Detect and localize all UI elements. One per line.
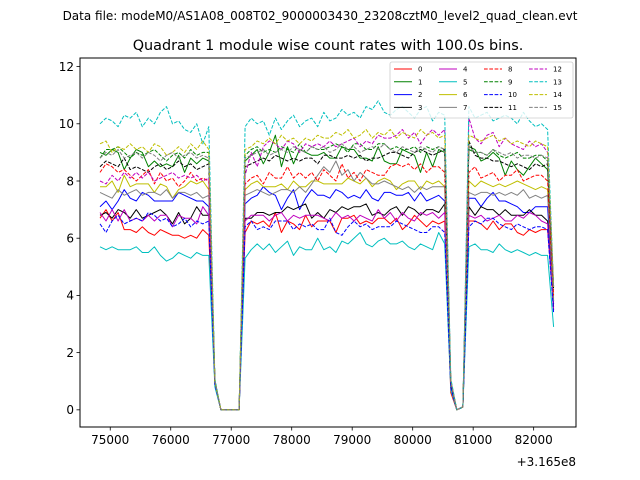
- legend-label-3: 3: [418, 104, 422, 112]
- legend-label-10: 10: [508, 91, 517, 99]
- y-tick-label: 8: [66, 174, 74, 188]
- legend-label-0: 0: [418, 66, 422, 74]
- y-tick-label: 10: [59, 117, 74, 131]
- x-tick-label: 81000: [454, 433, 492, 447]
- y-tick-label: 0: [66, 403, 74, 417]
- legend-label-7: 7: [463, 104, 467, 112]
- plot-lines: [99, 100, 555, 411]
- legend-label-15: 15: [553, 104, 562, 112]
- y-axis: 0 2 4 6 8 10 12: [59, 60, 80, 417]
- legend-label-12: 12: [553, 66, 562, 74]
- chart-title: Quadrant 1 module wise count rates with …: [133, 38, 524, 54]
- x-tick-label: 79000: [333, 433, 371, 447]
- series-line-14: [99, 129, 555, 411]
- series-line-9: [99, 143, 555, 411]
- x-tick-label: 75000: [91, 433, 129, 447]
- series-line-6: [100, 174, 555, 411]
- suptitle: Data file: modeM0/AS1A08_008T02_90000034…: [63, 9, 578, 23]
- legend-label-5: 5: [463, 78, 467, 86]
- y-tick-label: 4: [66, 289, 74, 303]
- series-line-10: [99, 212, 555, 411]
- x-tick-label: 76000: [152, 433, 190, 447]
- legend-label-11: 11: [508, 104, 517, 112]
- x-tick-label: 77000: [212, 433, 250, 447]
- legend-label-8: 8: [508, 66, 512, 74]
- series-line-0: [99, 209, 555, 411]
- legend-label-13: 13: [553, 78, 562, 86]
- legend-label-14: 14: [553, 91, 562, 99]
- y-tick-label: 12: [59, 60, 74, 74]
- y-tick-label: 6: [66, 232, 74, 246]
- legend-label-2: 2: [418, 91, 422, 99]
- series-line-15: [99, 143, 555, 411]
- x-tick-label: 78000: [273, 433, 311, 447]
- series-line-12: [99, 117, 555, 411]
- legend-label-4: 4: [463, 66, 468, 74]
- x-tick-label: 80000: [394, 433, 432, 447]
- legend-label-1: 1: [418, 78, 422, 86]
- series-line-2: [99, 186, 555, 411]
- series-line-5: [99, 232, 555, 411]
- legend-box: [389, 61, 574, 119]
- legend-label-9: 9: [508, 78, 512, 86]
- y-tick-label: 2: [66, 346, 74, 360]
- legend-label-6: 6: [463, 91, 468, 99]
- series-line-3: [99, 203, 555, 411]
- plot-frame: [79, 57, 577, 428]
- x-tick-label: 82000: [515, 433, 553, 447]
- series-line-11: [99, 140, 555, 411]
- series-line-4: [99, 206, 555, 411]
- series-line-7: [99, 160, 555, 411]
- x-offset-label: +3.165e8: [517, 455, 576, 469]
- x-axis: 75000 76000 77000 78000 79000 80000 81000 82000: [91, 427, 553, 447]
- series-line-8: [99, 163, 555, 411]
